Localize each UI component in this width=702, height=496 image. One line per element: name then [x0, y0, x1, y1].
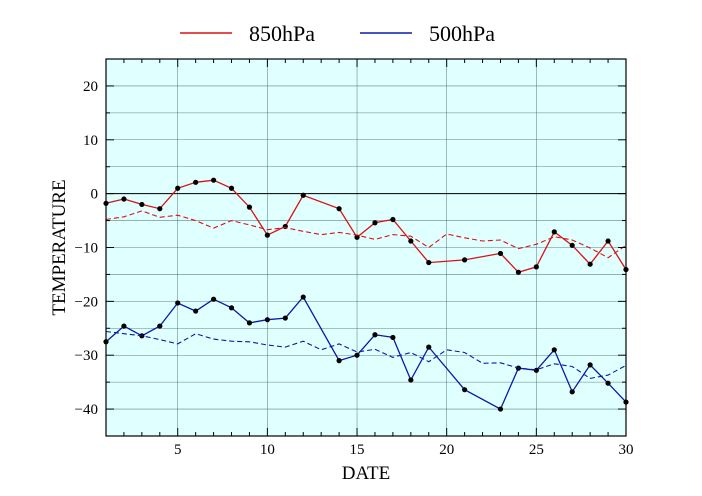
data-point [533, 367, 539, 373]
data-point [497, 250, 504, 257]
data-point [587, 261, 593, 267]
data-point [193, 179, 199, 185]
data-point [408, 377, 414, 383]
data-point [210, 296, 217, 302]
series-850hPa [103, 177, 629, 275]
x-axis-label: DATE [342, 463, 391, 484]
series-group [103, 177, 629, 412]
y-tick-label: −10 [75, 241, 98, 257]
tick-labels: 5 10 15 20 25 30 −40 −30 −20 −10 0 10 20 [75, 79, 634, 458]
data-point [246, 204, 253, 210]
data-point [264, 317, 270, 323]
data-point [121, 196, 127, 202]
y-tick-label: −40 [75, 402, 98, 418]
legend: 850hPa 500hPa [180, 21, 495, 46]
data-point [462, 387, 468, 393]
data-point [210, 177, 217, 183]
data-point [390, 216, 396, 223]
dashed-series-line [105, 210, 627, 259]
data-point [426, 259, 432, 266]
data-point [372, 220, 378, 226]
data-point [497, 406, 504, 412]
data-point [354, 352, 360, 358]
data-point [336, 206, 342, 212]
y-tick-label: −20 [75, 294, 98, 310]
y-tick-label: 20 [83, 79, 98, 95]
data-point [175, 185, 181, 191]
legend-label: 500hPa [429, 21, 495, 46]
data-point [228, 185, 235, 191]
data-point [426, 344, 432, 350]
data-point [587, 362, 593, 368]
data-point [157, 323, 163, 329]
y-tick-label: −30 [75, 348, 98, 364]
data-point [569, 242, 575, 248]
y-tick-label: 10 [83, 133, 98, 149]
data-point [193, 308, 199, 314]
data-point [605, 238, 611, 244]
data-point [300, 192, 306, 198]
x-tick-label: 30 [619, 442, 634, 458]
data-point [533, 264, 539, 270]
data-point [336, 358, 342, 364]
data-point [139, 201, 145, 208]
y-tick-label: 0 [91, 187, 99, 203]
data-point [372, 332, 378, 338]
data-point [264, 232, 270, 238]
x-tick-label: 5 [174, 442, 182, 458]
data-point [551, 347, 557, 353]
legend-label: 850hPa [249, 21, 315, 46]
x-tick-label: 20 [439, 442, 454, 458]
x-tick-label: 10 [260, 442, 275, 458]
series-reference-3 [105, 330, 627, 379]
data-point [175, 300, 181, 306]
data-point [300, 294, 306, 300]
dashed-series-line [105, 330, 627, 379]
data-point [462, 257, 468, 263]
ticks [105, 58, 627, 437]
y-axis-label: TEMPERATURE [49, 179, 70, 315]
data-point [551, 229, 557, 235]
series-500hPa [103, 294, 629, 412]
x-tick-label: 15 [350, 442, 365, 458]
data-point [515, 269, 522, 275]
series-reference-1 [105, 210, 627, 259]
data-point [246, 320, 253, 326]
x-tick-label: 25 [529, 442, 544, 458]
data-point [121, 323, 127, 329]
grid [106, 59, 626, 436]
legend-entry-500hPa: 500hPa [360, 21, 495, 46]
data-point [569, 389, 575, 395]
data-point [228, 305, 235, 311]
data-point [408, 238, 414, 244]
data-point [605, 380, 611, 386]
data-point [157, 206, 163, 212]
legend-entry-850hPa: 850hPa [180, 21, 315, 46]
data-point [390, 334, 396, 341]
data-point [282, 315, 288, 321]
